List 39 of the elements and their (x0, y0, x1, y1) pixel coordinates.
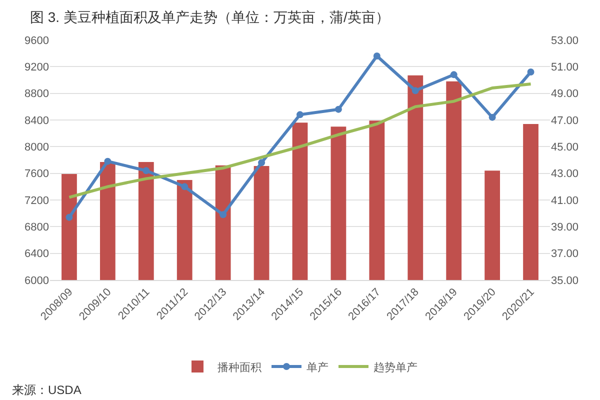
legend-label: 播种面积 (218, 360, 262, 374)
y2-tick-label: 45.00 (551, 142, 579, 154)
y-tick-label: 6400 (24, 248, 49, 260)
y-tick-label: 8000 (24, 142, 49, 154)
y2-tick-label: 49.00 (551, 88, 579, 100)
y-tick-label: 7600 (24, 168, 49, 180)
y2-tick-label: 41.00 (551, 194, 579, 207)
y2-tick-label: 47.00 (551, 114, 579, 127)
y2-tick-label: 43.00 (551, 168, 579, 180)
point (104, 158, 112, 165)
point (181, 183, 188, 190)
y2-tick-label: 51.00 (551, 62, 579, 74)
y2-tick-label: 39.00 (551, 222, 579, 234)
point (296, 111, 304, 118)
point (220, 211, 227, 218)
point (450, 71, 458, 78)
chart-title: 图 3. 美豆种植面积及单产走势（单位：万英亩，蒲/英亩） (30, 8, 390, 25)
point (488, 114, 496, 121)
point (334, 106, 342, 113)
point (373, 52, 380, 60)
y-tick-label: 6800 (24, 222, 49, 234)
y-tick-label: 8800 (24, 88, 49, 100)
point (258, 159, 266, 166)
point (142, 167, 150, 174)
y2-tick-label: 37.00 (551, 248, 579, 260)
y-tick-label: 6000 (24, 274, 49, 287)
y2-tick-label: 53.00 (551, 34, 579, 47)
point (527, 68, 534, 76)
point (66, 214, 73, 221)
legend-label: 趋势单产 (374, 360, 418, 374)
y-tick-label: 9600 (24, 34, 49, 47)
y-tick-label: 8400 (24, 114, 49, 127)
y-tick-label: 9200 (24, 62, 49, 74)
source-note: 来源：USDA (12, 383, 82, 397)
legend-label: 单产 (306, 360, 328, 374)
line-series (68, 82, 532, 199)
point (412, 87, 419, 94)
y2-tick-label: 35.00 (551, 274, 579, 287)
y-tick-label: 7200 (24, 194, 49, 207)
